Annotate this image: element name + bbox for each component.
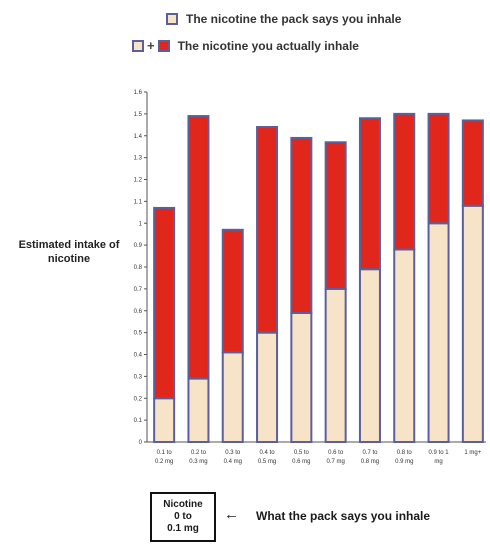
x-tick-label: 0.2 to — [191, 450, 207, 456]
x-tick-label: 0.9 mg — [395, 459, 413, 465]
x-tick-label: 0.7 to — [362, 450, 378, 456]
y-tick-label: 1.6 — [134, 90, 143, 96]
legend-label-base: The nicotine the pack says you inhale — [186, 12, 402, 26]
x-tick-label: 0.1 to — [157, 450, 173, 456]
x-tick-label: 0.6 mg — [292, 459, 310, 465]
left-arrow-icon: ← — [224, 506, 239, 523]
x-tick-label: 0.8 mg — [361, 459, 379, 465]
y-tick-label: 1.4 — [134, 134, 143, 140]
annotation-box-text: Nicotine 0 to 0.1 mg — [163, 499, 203, 534]
legend-item-total: + The nicotine you actually inhale — [132, 38, 359, 53]
bar-actual — [461, 119, 484, 207]
legend-plus: + — [147, 38, 155, 53]
y-tick-label: 1 — [139, 221, 143, 227]
x-tick-label: 0.3 mg — [189, 459, 207, 465]
y-tick-label: 0.1 — [134, 418, 143, 424]
x-tick-label: 0.6 to — [328, 450, 344, 456]
bar-base — [187, 377, 210, 443]
legend-swatch-base — [166, 13, 178, 25]
x-tick-label: 1 mg+ — [464, 450, 481, 456]
legend-swatch-extra — [157, 39, 170, 52]
bar-base — [461, 204, 484, 443]
y-tick-label: 0.7 — [134, 287, 143, 293]
y-tick-label: 0.3 — [134, 374, 143, 380]
bar-actual — [221, 228, 244, 354]
y-tick-label: 0 — [139, 440, 143, 446]
x-tick-label: 0.5 to — [294, 450, 310, 456]
bar-base — [324, 287, 347, 443]
bar-actual — [256, 126, 279, 334]
bar-base — [393, 248, 416, 443]
legend-label-total: The nicotine you actually inhale — [177, 38, 359, 53]
bar-base — [256, 331, 279, 443]
bar-base — [290, 311, 313, 443]
y-tick-label: 0.8 — [134, 265, 143, 271]
y-tick-label: 0.9 — [134, 243, 143, 249]
y-tick-label: 0.5 — [134, 331, 143, 337]
x-tick-label: 0.7 mg — [326, 459, 344, 465]
x-tick-label: 0.9 to 1 — [429, 450, 450, 456]
y-tick-label: 1.5 — [134, 112, 143, 118]
x-tick-label: 0.8 to — [397, 450, 413, 456]
y-axis-label: Estimated intake of nicotine — [18, 239, 120, 265]
bar-base — [358, 268, 381, 443]
x-tick-label: 0.4 mg — [224, 459, 242, 465]
annotation-text: What the pack says you inhale — [256, 509, 431, 523]
x-tick-label: 0.5 mg — [258, 459, 276, 465]
bar-base — [427, 222, 450, 443]
y-tick-label: 0.4 — [134, 353, 143, 359]
annotation-box: Nicotine 0 to 0.1 mg — [150, 492, 216, 542]
x-tick-label: mg — [434, 459, 442, 465]
bar-base — [153, 397, 176, 443]
x-tick-label: 0.2 mg — [155, 459, 173, 465]
legend: The nicotine the pack says you inhale + … — [0, 0, 490, 60]
bar-actual — [187, 115, 210, 380]
bar-actual — [393, 112, 416, 251]
bar-base — [221, 351, 244, 443]
bar-actual — [153, 206, 176, 400]
bar-actual — [324, 141, 347, 290]
y-tick-label: 1.3 — [134, 156, 143, 162]
x-tick-label: 0.4 to — [260, 450, 276, 456]
bar-actual — [358, 117, 381, 271]
x-tick-label: 0.3 to — [225, 450, 241, 456]
legend-swatch-base-small — [132, 39, 144, 52]
y-tick-label: 0.2 — [134, 396, 143, 402]
bar-actual — [427, 112, 450, 225]
y-tick-label: 0.6 — [134, 309, 143, 315]
y-tick-label: 1.2 — [134, 178, 143, 184]
y-tick-label: 1.1 — [134, 199, 143, 205]
bar-actual — [290, 136, 313, 314]
legend-item-base: The nicotine the pack says you inhale — [166, 12, 401, 26]
